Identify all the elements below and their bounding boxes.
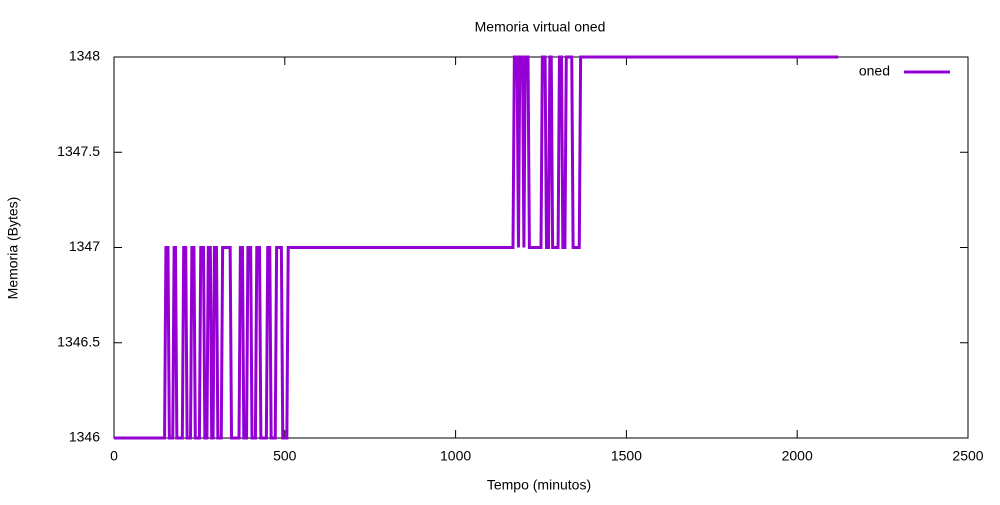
x-tick-label: 1000 xyxy=(440,448,471,464)
x-tick-label: 1500 xyxy=(611,448,642,464)
chart-title: Memoria virtual oned xyxy=(475,19,606,35)
x-tick-label: 2000 xyxy=(782,448,813,464)
x-axis-label: Tempo (minutos) xyxy=(487,477,591,493)
y-tick-label: 1348 xyxy=(69,48,100,64)
y-tick-label: 1347.5 xyxy=(57,143,100,159)
y-tick-label: 1346 xyxy=(69,429,100,445)
line xyxy=(114,55,839,440)
y-tick-label: 1346.5 xyxy=(57,333,100,349)
y-tick-label: 1347 xyxy=(69,238,100,254)
x-tick-label: 500 xyxy=(273,448,297,464)
x-tick-label: 2500 xyxy=(952,448,983,464)
x-tick-label: 0 xyxy=(110,448,118,464)
legend-label: oned xyxy=(859,63,890,79)
y-axis-label: Memoria (Bytes) xyxy=(5,197,21,300)
